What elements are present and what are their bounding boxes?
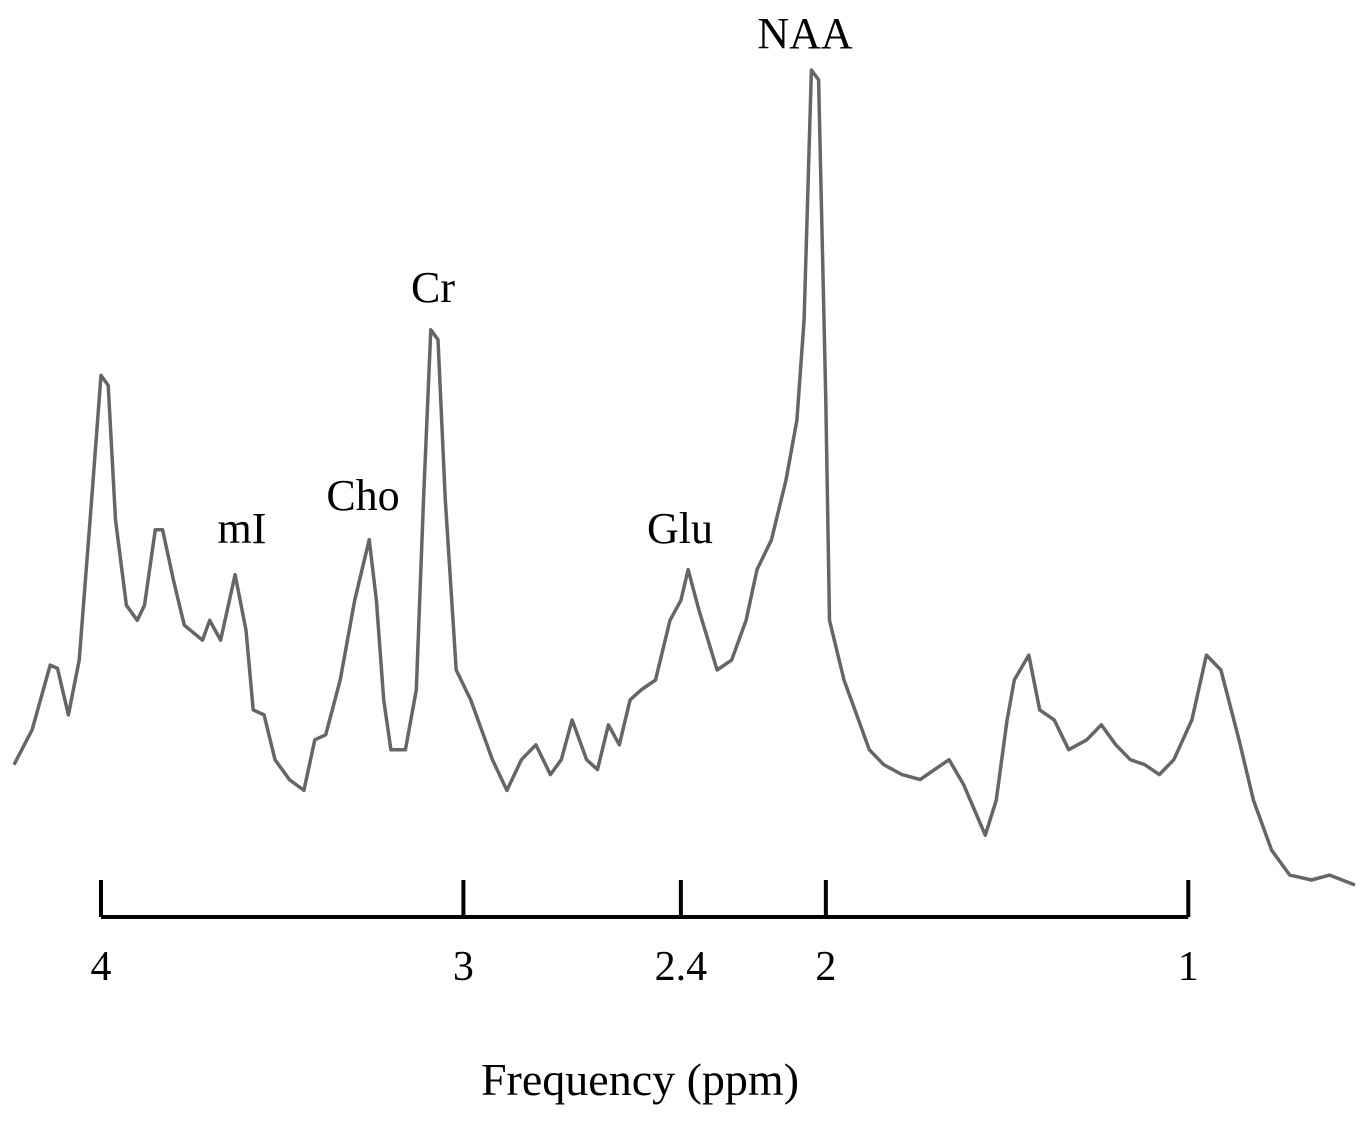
x-axis-label: Frequency (ppm) bbox=[481, 1054, 799, 1105]
x-tick-label: 3 bbox=[453, 944, 474, 990]
x-tick-label: 2 bbox=[815, 944, 836, 990]
peak-label: mI bbox=[218, 504, 267, 553]
x-tick-label: 1 bbox=[1178, 944, 1199, 990]
peak-label: Cr bbox=[411, 263, 455, 312]
x-tick-label: 4 bbox=[90, 944, 111, 990]
peak-label: Glu bbox=[647, 504, 713, 553]
peak-label: NAA bbox=[757, 9, 853, 58]
peak-label: Cho bbox=[326, 471, 399, 520]
spectrum-line bbox=[12, 68, 1356, 887]
x-tick-label: 2.4 bbox=[655, 944, 708, 990]
